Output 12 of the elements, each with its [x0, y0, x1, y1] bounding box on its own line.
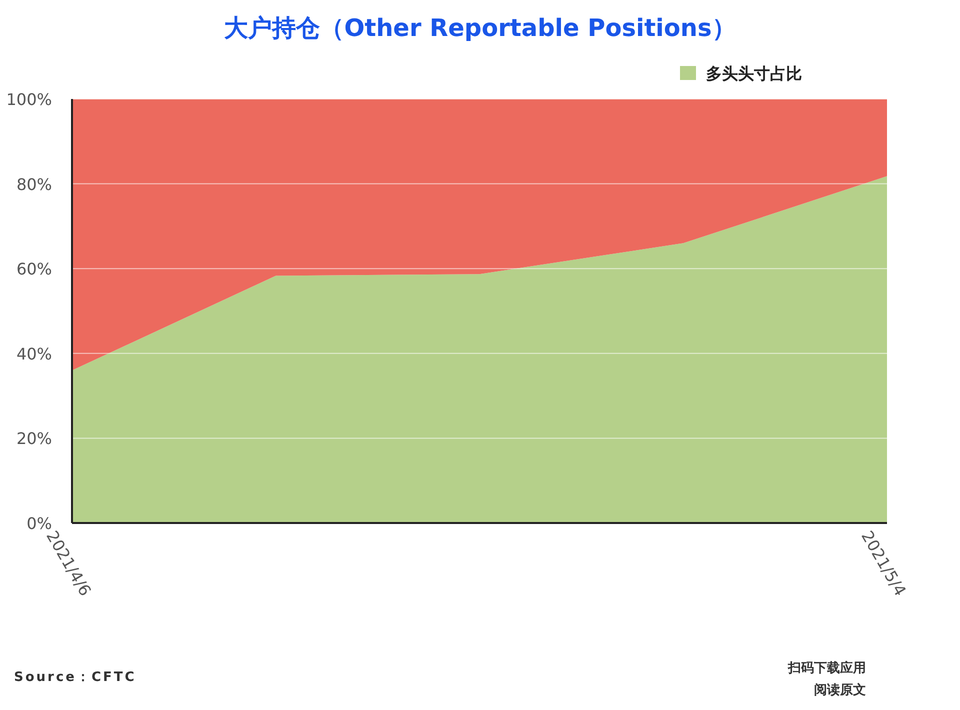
- y-tick-label: 20%: [16, 429, 52, 448]
- y-tick-label: 100%: [6, 90, 52, 109]
- source-note: Source：CFTC: [14, 670, 136, 685]
- text: 扫码下载应用: [787, 660, 866, 676]
- y-tick-label: 0%: [26, 514, 52, 533]
- text: 阅读原文: [814, 682, 866, 698]
- legend-item: 多头头寸占比: [680, 64, 802, 83]
- chart-title: 大户持仓（Other Reportable Positions）: [224, 14, 736, 42]
- y-tick-label: 60%: [16, 260, 52, 279]
- y-tick-label: 80%: [16, 174, 52, 194]
- y-tick-label: 40%: [16, 344, 52, 364]
- legend-label: 多头头寸占比: [706, 64, 802, 83]
